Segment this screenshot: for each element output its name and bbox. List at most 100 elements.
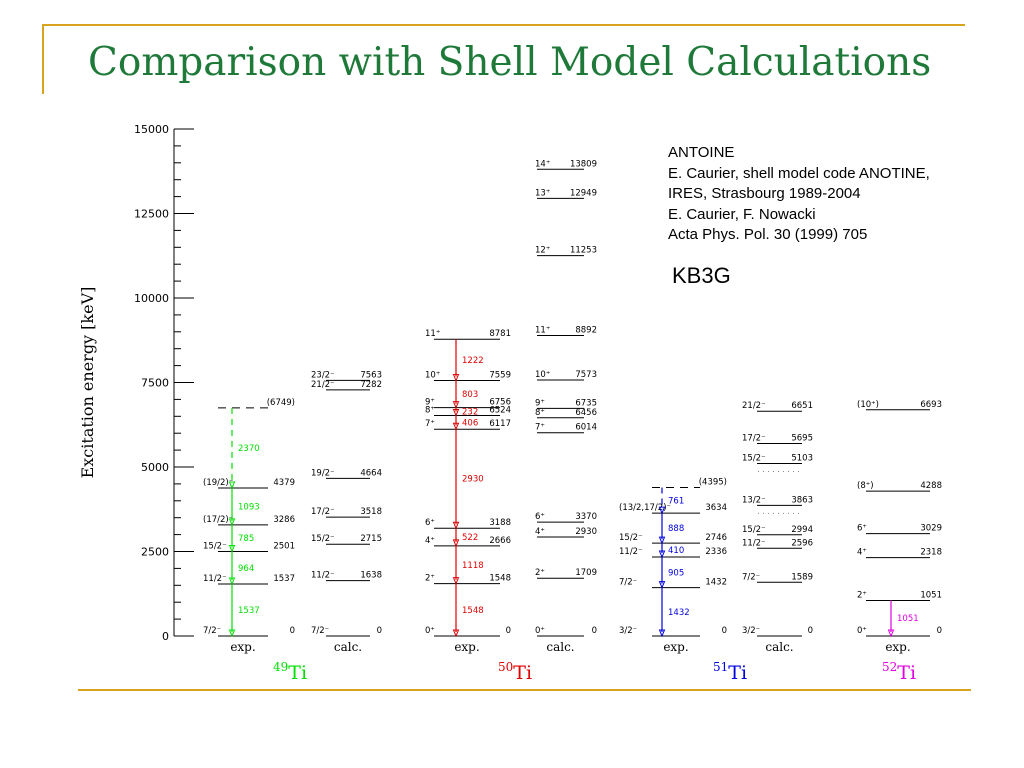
- gamma-arrowhead: [228, 481, 236, 490]
- gamma-energy-label: 2370: [238, 444, 260, 454]
- level-energy-label: 2715: [360, 534, 382, 544]
- level-spin-label: 10⁺: [535, 370, 550, 380]
- level-spin-label: 15/2⁻: [203, 541, 227, 551]
- level-energy-label: 7563: [360, 370, 382, 380]
- level-energy-label: 0: [808, 626, 813, 636]
- level-energy-label: 3188: [489, 518, 511, 528]
- level-energy-label: 2746: [705, 533, 727, 543]
- gamma-energy-label: 1118: [462, 561, 484, 571]
- level-energy-label: 6756: [489, 398, 511, 408]
- level-spin-label: 3/2⁻: [619, 626, 637, 636]
- level-energy-label: 1432: [705, 578, 727, 588]
- nucleus-label: 51Ti: [713, 660, 747, 684]
- gamma-arrowhead: [452, 401, 460, 409]
- y-tick-label: 12500: [134, 208, 169, 221]
- level-spin-label: 15/2⁻: [619, 533, 643, 543]
- level-spin-label: 9⁺: [535, 398, 545, 408]
- level-energy-label: 4379: [273, 478, 295, 488]
- gamma-arrowhead: [658, 550, 666, 559]
- gamma-arrowhead: [228, 577, 236, 586]
- level-energy-label: 2666: [489, 536, 511, 546]
- level-spin-label: 10⁺: [425, 371, 440, 381]
- level-spin-label: (13/2,17/2)⁻: [619, 503, 671, 513]
- level-energy-label: 4288: [920, 481, 942, 491]
- level-spin-label: 7/2⁻: [742, 572, 760, 582]
- level-energy-label: 0: [937, 626, 942, 636]
- level-energy-label: 11253: [570, 246, 597, 256]
- y-tick-label: 0: [162, 630, 169, 643]
- level-spin-label: 11/2⁻: [311, 571, 335, 581]
- level-spin-label: 13/2⁻: [742, 495, 766, 505]
- level-energy-label: 2318: [920, 548, 942, 558]
- gamma-energy-label: 1432: [668, 608, 690, 618]
- level-energy-label: 3518: [360, 507, 382, 517]
- reference-line: E. Caurier, F. Nowacki: [668, 205, 816, 223]
- gamma-energy-label: 761: [668, 496, 684, 506]
- gamma-energy-label: 1537: [238, 606, 260, 616]
- top-rule: [42, 24, 965, 26]
- level-energy-label: 8892: [575, 325, 597, 335]
- level-energy-label: 2596: [791, 538, 813, 548]
- level-spin-label: 4⁺: [425, 536, 435, 546]
- gamma-arrowhead: [658, 629, 666, 638]
- level-energy-label: 0: [506, 626, 511, 636]
- gamma-arrowhead: [452, 521, 460, 530]
- y-tick-label: 15000: [134, 123, 169, 136]
- level-spin-label: 0⁺: [535, 626, 545, 636]
- gamma-energy-label: 964: [238, 564, 254, 574]
- gamma-energy-label: 1051: [897, 614, 919, 624]
- column-label: exp.: [663, 640, 688, 654]
- level-spin-label: 23/2⁻: [311, 370, 335, 380]
- level-energy-label: 6651: [791, 401, 813, 411]
- level-spin-label: 19/2⁻: [311, 468, 335, 478]
- level-energy-label: 1638: [360, 571, 382, 581]
- level-energy-label: 1537: [273, 574, 295, 584]
- level-spin-label: 11⁺: [425, 329, 440, 339]
- level-spin-label: 17/2⁻: [742, 434, 766, 444]
- level-spin-label: 7⁺: [535, 423, 545, 433]
- level-spin-label: 15/2⁻: [311, 534, 335, 544]
- level-spin-label: (10⁺): [857, 400, 879, 410]
- gamma-energy-label: 522: [462, 533, 478, 543]
- level-spin-label: 8⁺: [535, 408, 545, 418]
- level-spin-label: 6⁺: [425, 518, 435, 528]
- level-spin-label: 11/2⁻: [619, 547, 643, 557]
- level-energy-label: 6117: [489, 419, 511, 429]
- level-energy-label: 3634: [705, 503, 727, 513]
- level-spin-label: 7⁺: [425, 419, 435, 429]
- nucleus-label: 52Ti: [882, 660, 916, 684]
- gamma-arrowhead: [228, 629, 236, 638]
- gamma-arrowhead: [452, 629, 460, 638]
- nucleus-label: 49Ti: [273, 660, 307, 684]
- gamma-energy-label: 1548: [462, 606, 484, 616]
- gamma-arrowhead: [887, 629, 895, 638]
- level-spin-label: 11/2⁻: [742, 538, 766, 548]
- level-energy-label: 0: [377, 626, 382, 636]
- bottom-rule: [78, 689, 971, 691]
- level-spin-label: 2⁺: [535, 568, 545, 578]
- gamma-energy-label: 1222: [462, 356, 484, 366]
- level-spin-label: 2⁺: [857, 590, 867, 600]
- column-label: exp.: [454, 640, 479, 654]
- level-spin-label: 7/2⁻: [203, 626, 221, 636]
- level-energy-label: 0: [290, 626, 295, 636]
- level-energy-label: 3286: [273, 515, 295, 525]
- level-spin-label: 21/2⁻: [311, 380, 335, 390]
- gamma-energy-label: 905: [668, 568, 684, 578]
- level-energy-label: 0: [722, 626, 727, 636]
- level-energy-label: 6014: [575, 423, 597, 433]
- gamma-arrowhead: [228, 518, 236, 527]
- level-energy-label: 7559: [489, 371, 511, 381]
- gamma-energy-label: 785: [238, 534, 254, 544]
- level-energy-label: 6456: [575, 408, 597, 418]
- level-spin-label: 8⁺: [425, 405, 435, 415]
- gamma-arrowhead: [452, 422, 460, 431]
- reference-line: ANTOINE: [668, 144, 735, 161]
- y-tick-label: 5000: [141, 461, 169, 474]
- reference-block: ANTOINE E. Caurier, shell model code ANO…: [668, 143, 930, 246]
- level-spin-label: 7/2⁻: [619, 578, 637, 588]
- y-axis-title: Excitation energy [keV]: [78, 287, 97, 479]
- left-rule: [42, 24, 44, 94]
- level-energy-label: 6524: [489, 405, 511, 415]
